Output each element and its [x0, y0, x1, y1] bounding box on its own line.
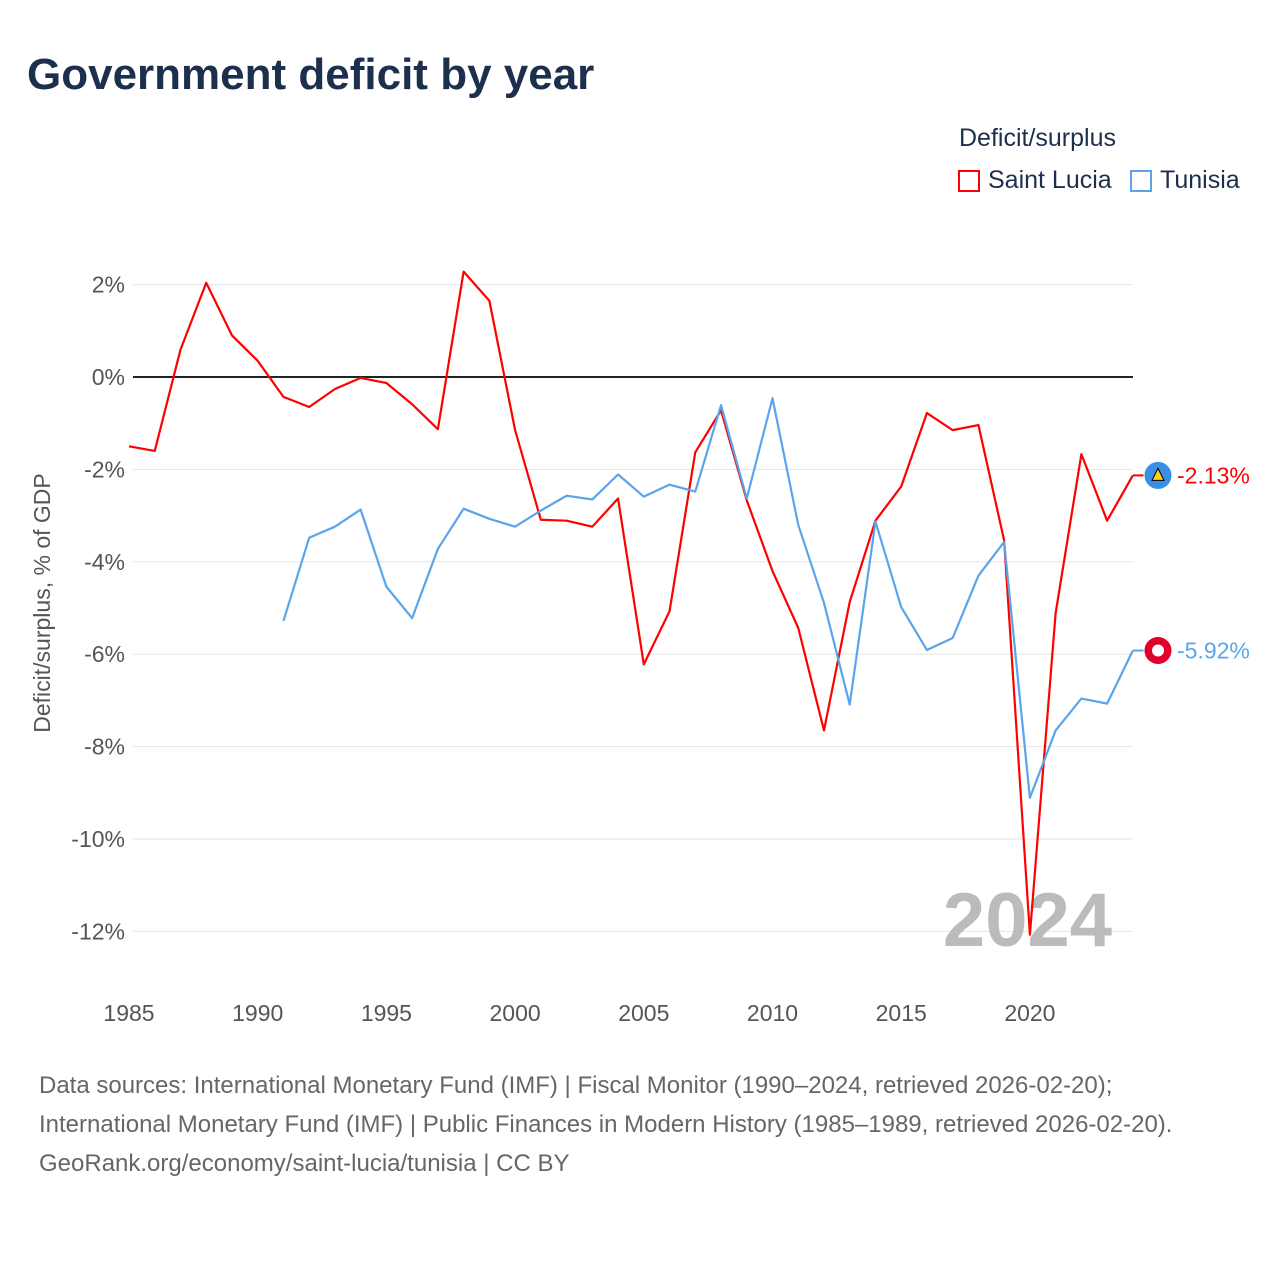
legend-swatch	[1130, 169, 1152, 192]
legend-title: Deficit/surplus	[959, 124, 1116, 152]
x-tick-label: 2000	[490, 1000, 541, 1026]
y-tick-label: -4%	[84, 549, 125, 575]
legend-swatch	[958, 169, 980, 192]
y-tick-label: -2%	[84, 456, 125, 482]
sources: Data sources: International Monetary Fun…	[39, 1072, 1173, 1138]
x-tick-label: 1985	[103, 1000, 154, 1026]
x-tick-label: 1990	[232, 1000, 283, 1026]
x-tick-label: 2015	[876, 1000, 927, 1026]
legend-label: Tunisia	[1160, 166, 1240, 194]
chart-title: Government deficit by year	[27, 50, 595, 99]
legend-item-tunisia[interactable]: Tunisia	[1130, 166, 1240, 195]
chart-area: 2% 0% -2% -4% -6% -8% -10% -12% 1985 1990 1995 2000…	[29, 270, 1250, 1026]
saint-lucia-flag-triangle	[1151, 467, 1165, 481]
x-tick-label: 2010	[747, 1000, 798, 1026]
tunisia-flag-disc	[1152, 644, 1164, 657]
x-tick-label: 2020	[1004, 1000, 1055, 1026]
y-tick-label: -8%	[84, 734, 125, 760]
credit[interactable]: GeoRank.org/economy/saint-lucia/tunisia …	[39, 1150, 570, 1177]
series-line-saint-lucia	[128, 270, 1134, 936]
end-value-label: -5.92%	[1177, 638, 1250, 664]
y-tick-label: -10%	[71, 826, 125, 852]
y-tick-label: -12%	[71, 918, 125, 944]
x-tick-label: 2005	[618, 1000, 669, 1026]
y-tick-label: -6%	[84, 641, 125, 667]
y-axis-label: Deficit/surplus, % of GDP	[29, 473, 55, 732]
y-tick-label: 0%	[92, 364, 125, 390]
y-tick-label: 2%	[92, 272, 125, 298]
end-value-label: -2.13%	[1177, 462, 1250, 488]
footer: Data sources: International Monetary Fun…	[39, 1066, 1239, 1183]
legend-item-saint-lucia[interactable]: Saint Lucia	[958, 166, 1112, 195]
x-tick-label: 1995	[361, 1000, 412, 1026]
series-line-tunisia	[282, 397, 1134, 799]
legend-label: Saint Lucia	[988, 166, 1112, 194]
